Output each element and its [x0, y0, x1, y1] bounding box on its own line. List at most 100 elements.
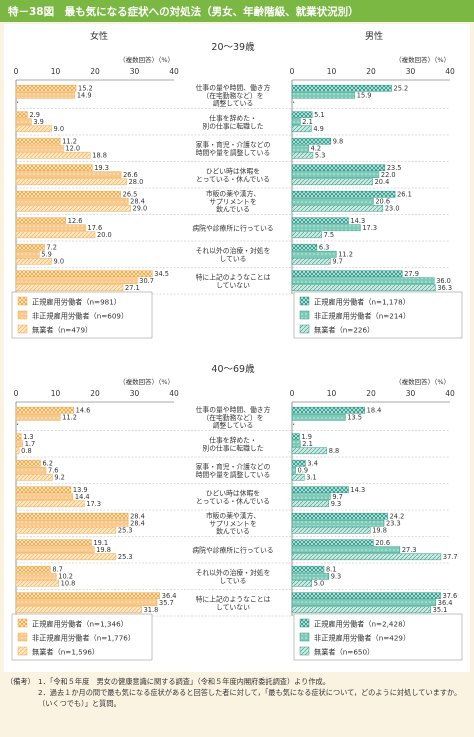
tick-label: 20	[90, 389, 100, 398]
bar-value-male: 3.1	[306, 474, 317, 482]
bar-male	[291, 284, 436, 292]
title-bar: 特－38図 最も気になる症状への対処法（男女、年齢階級、就業状況別）	[0, 0, 474, 22]
bar-female	[15, 473, 53, 481]
bar-female	[15, 84, 77, 92]
category-label: 市販の薬や漢方、サプリメントを飲んでいる	[206, 511, 260, 536]
bar-value-female: 12.6	[68, 217, 83, 225]
legend-label-female: 非正規雇用労働者（n=609）	[32, 312, 128, 321]
bar-value-female: 11.2	[62, 138, 77, 146]
bar-female	[15, 125, 52, 133]
category-label-line: とっている・休んでいる	[196, 174, 270, 183]
category-label-line: サプリメントを	[209, 520, 257, 528]
category-label-line: 別の仕事に転職した	[202, 121, 263, 130]
bar-value-male: 20.4	[375, 178, 390, 186]
bar-male	[291, 137, 331, 145]
tick-label: 30	[406, 67, 416, 76]
tick-label: 20	[90, 67, 100, 76]
bar-male	[291, 204, 384, 212]
bar-male	[291, 599, 437, 607]
bar-female	[15, 592, 161, 600]
note-head	[6, 687, 38, 709]
bar-value-male: 4.2	[311, 145, 322, 153]
bar-value-female: 34.5	[154, 270, 169, 278]
gender-label-female: 女性	[90, 30, 108, 42]
category-label: ひどい時は休暇をとっている・休んでいる	[196, 488, 270, 505]
bar-male	[291, 197, 374, 205]
bar-value-female: 35.7	[159, 599, 174, 607]
bar-value-male: 5.3	[315, 152, 326, 160]
bar-value-female: 5.9	[41, 251, 52, 259]
bar-value-female: 18.8	[92, 152, 107, 160]
bar-value-male: 15.9	[357, 92, 372, 100]
bar-value-male: 9.8	[333, 138, 344, 146]
tick-label: 10	[51, 67, 61, 76]
bar-value-male: 13.5	[347, 414, 362, 422]
category-label-line: 特に上記のようなことは	[196, 272, 271, 281]
figure-title: 特－38図 最も気になる症状への対処法（男女、年齢階級、就業状況別）	[8, 6, 359, 18]
gender-label-male: 男性	[365, 30, 383, 42]
category-label: 仕事の量や時間、働き方（在宅勤務など）を調整している	[196, 83, 271, 108]
bar-value-male: 2.1	[302, 440, 313, 448]
bar-value-male: 36.3	[437, 284, 452, 292]
bar-value-male: 20.6	[375, 539, 390, 547]
bar-value-female: 14.4	[75, 493, 90, 501]
category-label: 病院や診療所に行っている	[192, 223, 273, 232]
bar-male	[291, 91, 356, 99]
bar-male	[291, 111, 313, 119]
bar-value-female: 8.7	[52, 566, 63, 574]
tick-label: 20	[366, 389, 376, 398]
bar-value-male: 26.1	[397, 191, 412, 199]
bar-female	[15, 599, 158, 607]
bar-value-female: 36.4	[162, 592, 177, 600]
bar-value-male: 11.2	[338, 251, 353, 259]
bar-male	[291, 459, 306, 467]
bar-male	[291, 217, 349, 225]
bar-female	[15, 526, 117, 534]
tick-label: 20	[366, 67, 376, 76]
category-label-line: 家事・育児・介護などの	[196, 140, 271, 149]
legend-swatch-male	[299, 324, 310, 334]
bar-value-female: 1.3	[23, 433, 34, 441]
legend-label-female: 無業者（n=479）	[32, 326, 92, 335]
bar-female	[15, 190, 121, 198]
bar-female	[15, 224, 86, 232]
bar-value-male: 25.2	[394, 85, 409, 93]
bar-male	[291, 257, 331, 265]
bar-male	[291, 553, 442, 561]
bar-value-female: 29.0	[133, 205, 148, 213]
bar-value-male: 23.5	[387, 164, 402, 172]
bar-female	[15, 459, 41, 467]
legend-label-female: 正規雇用労働者（n=1,346）	[32, 620, 128, 629]
category-label: 特に上記のようなことはしていない	[196, 272, 271, 289]
bar-value-female: 3.9	[33, 118, 44, 126]
bar-value-female: 28.4	[130, 520, 145, 528]
legend-swatch-female	[17, 296, 28, 306]
category-label: 特に上記のようなことはしていない	[196, 594, 271, 611]
bar-male	[291, 277, 435, 285]
bar-female	[15, 519, 129, 527]
bar-male	[291, 526, 371, 534]
bar-value-male: 19.8	[372, 527, 387, 535]
tick-label: 40	[169, 67, 179, 76]
bar-value-female: 12.0	[65, 145, 80, 153]
bar-value-male: 9.7	[332, 493, 343, 501]
bar-value-male: 9.3	[331, 573, 342, 581]
bar-male	[291, 493, 331, 501]
bar-male	[291, 519, 385, 527]
bar-female	[15, 447, 20, 455]
bar-female	[15, 486, 72, 494]
bar-value-female: 28.4	[130, 198, 145, 206]
category-label: ひどい時は休暇をとっている・休んでいる	[196, 166, 270, 183]
legend-label-female: 正規雇用労働者（n=981）	[32, 298, 121, 307]
bar-value-male: 14.3	[350, 217, 365, 225]
category-label: 仕事の量や時間、働き方（在宅勤務など）を調整している	[196, 405, 271, 430]
bar-value-male: 8.8	[329, 447, 340, 455]
bar-value-female: 28.0	[129, 178, 144, 186]
bar-value-female: 1.7	[25, 440, 36, 448]
bar-value-female: 7.2	[46, 244, 57, 252]
legend-swatch-female	[17, 632, 28, 642]
bar-male	[291, 84, 392, 92]
bar-value-female: 15.2	[78, 85, 93, 93]
category-label-line: している	[220, 255, 247, 263]
note-body: 1．「令和５年度 男女の健康意識に関する調査」（令和５年度内閣府委託調査）より作…	[38, 677, 330, 686]
